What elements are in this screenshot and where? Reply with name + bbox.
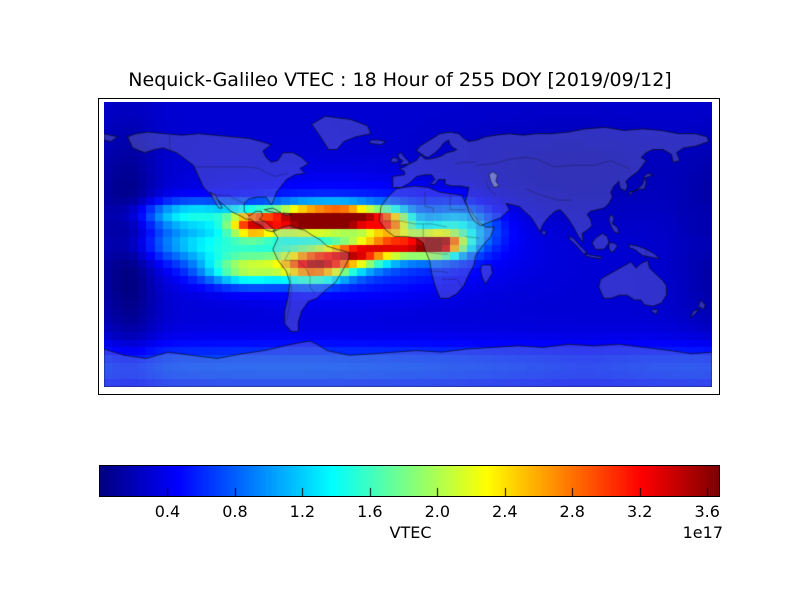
- world-vtec-heatmap-canvas: [104, 102, 712, 387]
- colorbar-tick-label: 2.4: [492, 502, 518, 521]
- colorbar-tick-label: 3.6: [694, 502, 720, 521]
- colorbar-tick-label: 0.4: [154, 502, 181, 521]
- colorbar-tick-label: 0.8: [222, 502, 248, 521]
- figure-title: Nequick-Galileo VTEC : 18 Hour of 255 DO…: [128, 69, 672, 91]
- colorbar-tick-label: 3.2: [626, 502, 653, 521]
- colorbar-exponent-label: 1e17: [682, 523, 723, 542]
- colorbar-gradient-canvas: [100, 466, 719, 496]
- colorbar-axis-label: VTEC: [389, 523, 432, 542]
- colorbar-tick-label: 2.0: [424, 502, 451, 521]
- colorbar-tick-label: 2.8: [559, 502, 585, 521]
- map-frame: [98, 98, 720, 395]
- colorbar-tick-label: 1.6: [357, 502, 383, 521]
- colorbar-tick-label: 1.2: [289, 502, 316, 521]
- colorbar-frame: [99, 465, 720, 497]
